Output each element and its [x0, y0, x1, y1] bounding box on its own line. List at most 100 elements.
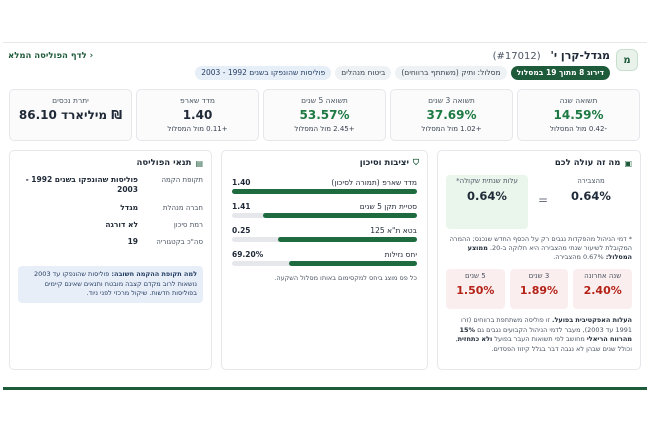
policy-code: (#17012): [492, 51, 541, 62]
stat-value: 14.59%: [553, 108, 604, 122]
risk-bar-track: [232, 213, 417, 218]
stat-value: 53.57%: [299, 108, 350, 122]
issue-period-alert: למה תקופת ההקמה חשובה: פוליסות שהונפקו ע…: [18, 266, 203, 303]
period-value: 2.40%: [583, 284, 622, 297]
equals-sign: =: [538, 193, 549, 207]
stat-label: תשואה 5 שנים: [301, 96, 348, 105]
issue-period-chip: פוליסות שהונפקו בשנים 1992 - 2003: [195, 66, 332, 80]
terms-card: ▤ תנאי הפוליסה תקופת הקמה פוליסות שהונפק…: [9, 150, 212, 370]
company-logo: מ: [616, 49, 638, 71]
management-fee-label: מהצבירה: [577, 177, 605, 185]
stat-card-return-5y: תשואה 5 שנים 53.57% +2.45 מול המסלול: [263, 89, 386, 141]
track-chip: מסלול: ותיק (משתתף ברווחים): [395, 66, 507, 80]
stats-row: תשואה שנה 14.59% -0.42 מול המסלול תשואה …: [9, 89, 640, 141]
policy-name: מגדל-קרן י': [550, 49, 611, 62]
risk-row-beta: בטא ת"א 125 0.25: [232, 226, 417, 250]
period-value: 1.89%: [519, 284, 559, 297]
risk-bar-track: [232, 261, 417, 266]
risk-metrics: מדד שארפ (תמורה לסיכון) 1.40 סטיית תקן 5…: [232, 178, 417, 274]
shield-icon: ⛉: [413, 158, 419, 167]
term-key: סה"כ בקטגוריה: [156, 238, 203, 246]
explanation-highlight: ולא כתחזית: [457, 335, 493, 343]
risk-metric-value: 1.40: [232, 178, 251, 187]
risk-bar-track: [232, 237, 417, 242]
stat-label: יתרת נכסים: [52, 96, 89, 105]
term-value: 19: [127, 237, 138, 246]
term-row-risk-level: רמת סיכון לא דורגה: [18, 220, 203, 237]
cost-footnote: * דמי הניהול מהפקדות נגבים רק על הכסף הח…: [446, 235, 632, 262]
stat-label: מדד שארפ: [180, 96, 215, 105]
cost-title-text: מה זה עולה לכם: [554, 158, 621, 168]
management-fee-value: 0.64%: [571, 189, 611, 203]
explanation-highlight: 15% מהרווח הריאלי: [459, 325, 632, 344]
risk-metric-value: 1.41: [232, 202, 251, 211]
alert-heading: למה תקופת ההקמה חשובה:: [111, 270, 197, 278]
risk-metric-name: מדד שארפ (תמורה לסיכון): [331, 178, 417, 187]
effective-cost-periods: שנה אחרונה 2.40% 3 שנים 1.89% 5 שנים 1.5…: [445, 269, 632, 309]
term-value: מגדל: [120, 203, 138, 212]
risk-row-stddev: סטיית תקן 5 שנים 1.41: [232, 202, 417, 226]
track-average-value: 0.67% מהצבירה.: [553, 253, 604, 261]
effective-cost-explanation: העלות האפקטיבית בפועל. זו פוליסה משתתפת …: [446, 316, 633, 354]
product-type-chip: ביטוח מנהלים: [335, 66, 392, 80]
period-5-years: 5 שנים 1.50%: [445, 269, 505, 309]
stat-card-sharpe: מדד שארפ 1.40 +0.11 מול המסלול: [136, 89, 259, 141]
risk-metric-name: יחס נזילות: [384, 250, 417, 259]
terms-card-title: ▤ תנאי הפוליסה: [137, 158, 203, 168]
stat-value: 1.40: [182, 108, 213, 122]
alert-text: פוליסות שהונפקו עד 2003 נושאות לרוב מקדם…: [34, 270, 197, 297]
risk-bar-fill: [263, 213, 417, 218]
risk-card-title: ⛉ יציבות וסיכון: [360, 158, 419, 168]
term-value: פוליסות שהונפקו בשנים 1992 - 2003: [25, 175, 138, 194]
term-key: תקופת הקמה: [161, 176, 203, 184]
risk-metric-name: סטיית תקן 5 שנים: [359, 202, 417, 211]
risk-bar-fill: [289, 261, 417, 266]
term-row-company: חברה מנהלת מגדל: [18, 203, 203, 220]
period-label: 3 שנים: [528, 272, 550, 280]
explanation-heading: העלות האפקטיבית בפועל.: [551, 316, 632, 324]
footnote-text: * דמי הניהול מהפקדות נגבים רק על הכסף הח…: [449, 235, 632, 252]
effective-cost-box: עלות שנתית שקולה* 0.64%: [446, 175, 528, 229]
term-row-issue-period: תקופת הקמה פוליסות שהונפקו בשנים 1992 - …: [18, 175, 203, 203]
period-last-year: שנה אחרונה 2.40%: [573, 269, 632, 309]
stat-card-return-1y: תשואה שנה 14.59% -0.42 מול המסלול: [517, 89, 640, 141]
explanation-text: , וכולל שנים שבהן לא נגבה דבר בגלל קיזוז…: [455, 335, 633, 353]
cost-comparison: מהצבירה 0.64% = עלות שנתית שקולה* 0.64%: [446, 175, 632, 229]
stat-label: תשואה שנה: [559, 96, 598, 105]
stat-card-return-3y: תשואה 3 שנים 37.69% +1.02 מול המסלול: [390, 89, 513, 141]
effective-cost-label: עלות שנתית שקולה*: [456, 177, 518, 185]
term-value: לא דורגה: [105, 220, 138, 229]
risk-row-sharpe: מדד שארפ (תמורה לסיכון) 1.40: [232, 178, 417, 202]
term-key: רמת סיכון: [173, 221, 203, 229]
stat-comparison: +1.02 מול המסלול: [421, 125, 482, 133]
risk-row-liquidity: יחס נזילות 69.20%: [232, 250, 417, 274]
risk-footnote: כל פס מוצג ביחס למקסימום באותו מסלול השק…: [274, 274, 417, 282]
term-row-category-count: סה"כ בקטגוריה 19: [18, 237, 203, 254]
cost-card-title: ▣ מה זה עולה לכם: [555, 158, 632, 168]
full-policy-link[interactable]: ‹ לדף הפוליסה המלא: [8, 51, 94, 61]
policy-chips: דירוג 8 מתוך 19 במסלול מסלול: ותיק (משתת…: [195, 66, 610, 80]
terms-title-text: תנאי הפוליסה: [136, 158, 192, 168]
period-label: שנה אחרונה: [584, 272, 622, 280]
risk-bar-track: [232, 189, 417, 194]
terms-list: תקופת הקמה פוליסות שהונפקו בשנים 1992 - …: [18, 175, 203, 254]
period-label: 5 שנים: [464, 272, 486, 280]
panel-top-divider: [3, 42, 647, 43]
stat-comparison: +0.11 מול המסלול: [167, 125, 228, 133]
explanation-text: מחושב לפי תשואות העבר בפועל: [494, 335, 585, 343]
term-key: חברה מנהלת: [162, 204, 203, 212]
stat-comparison: +2.45 מול המסלול: [294, 125, 355, 133]
effective-cost-value: 0.64%: [467, 189, 507, 203]
management-fee-box: מהצבירה 0.64%: [550, 175, 632, 229]
document-icon: ▤: [195, 158, 203, 168]
risk-bar-fill: [232, 189, 417, 194]
period-3-years: 3 שנים 1.89%: [509, 269, 569, 309]
risk-metric-value: 0.25: [232, 226, 251, 235]
risk-card: ⛉ יציבות וסיכון מדד שארפ (תמורה לסיכון) …: [221, 150, 428, 370]
receipt-icon: ▣: [624, 158, 632, 168]
page-title: מגדל-קרן י' (#17012): [493, 49, 610, 62]
explanation-text: זו פוליסה משתתפת ברווחים (זרו 1991 עד 20…: [461, 316, 632, 334]
risk-bar-fill: [278, 237, 417, 242]
stat-label: תשואה 3 שנים: [428, 96, 475, 105]
risk-title-text: יציבות וסיכון: [359, 158, 409, 168]
